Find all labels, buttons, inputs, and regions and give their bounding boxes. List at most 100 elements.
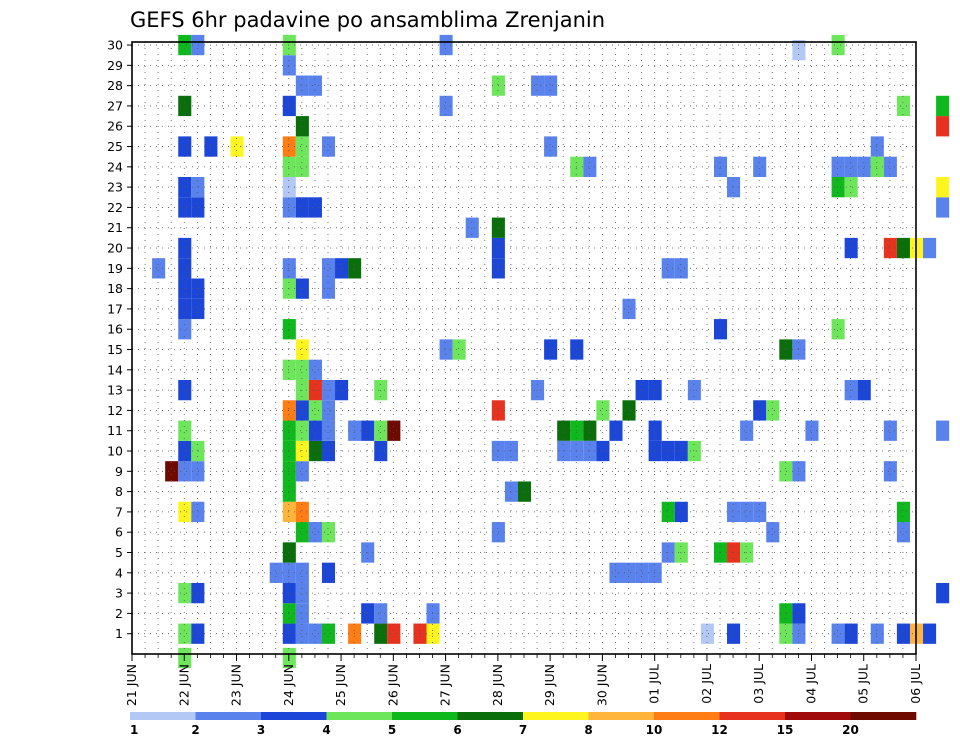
- precip-cell: [583, 440, 597, 462]
- x-tick-label: 02 JUL: [699, 664, 714, 704]
- precip-cell: [295, 359, 309, 380]
- precip-cell: [295, 562, 309, 583]
- precip-cell: [609, 420, 623, 441]
- precip-cell: [178, 420, 192, 441]
- colorbar-swatch: [850, 712, 917, 720]
- precip-cell: [544, 339, 558, 360]
- precip-cell: [844, 237, 858, 259]
- precip-cell: [308, 420, 322, 441]
- precip-cell: [936, 116, 950, 137]
- precip-cell: [295, 339, 309, 360]
- precip-cell: [936, 582, 950, 604]
- colorbar-label: 15: [777, 723, 794, 737]
- y-tick-label: 1: [115, 626, 123, 641]
- y-tick-label: 11: [107, 423, 123, 438]
- colorbar-label: 2: [191, 723, 199, 737]
- colorbar-label: 12: [711, 723, 728, 737]
- precip-cell: [178, 278, 192, 299]
- precip-cell: [295, 136, 309, 157]
- precip-cell: [295, 197, 309, 218]
- precip-cell: [191, 623, 205, 644]
- colorbar-label: 10: [646, 723, 663, 737]
- x-tick-label: 28 JUN: [490, 664, 505, 706]
- colorbar-label: 8: [584, 723, 592, 737]
- precip-cell: [439, 34, 453, 56]
- colorbar-swatch: [654, 712, 720, 720]
- precip-cell: [936, 420, 950, 441]
- y-tick-label: 9: [115, 464, 123, 479]
- precip-cell: [531, 75, 545, 96]
- x-tick-label: 24 JUN: [281, 664, 296, 706]
- precip-cell: [191, 278, 205, 299]
- precip-cell: [321, 258, 336, 279]
- precip-cell: [792, 40, 806, 61]
- precip-cell: [661, 501, 675, 523]
- precip-cell: [295, 603, 309, 624]
- precip-cell: [426, 623, 440, 644]
- precip-cell: [191, 582, 205, 604]
- precip-cell: [452, 339, 466, 360]
- precip-cell: [870, 136, 884, 157]
- y-tick-label: 12: [107, 403, 123, 418]
- precip-cell: [779, 603, 793, 624]
- precip-cell: [282, 359, 296, 380]
- precip-cell: [295, 116, 309, 137]
- precip-cell: [295, 440, 309, 462]
- precip-cell: [191, 298, 205, 320]
- precip-cell: [282, 278, 296, 299]
- precip-cell: [844, 176, 858, 198]
- precip-cell: [870, 156, 884, 177]
- precip-cell: [191, 461, 205, 482]
- precip-cell: [335, 258, 349, 279]
- precip-cell: [700, 623, 714, 644]
- precip-cell: [282, 176, 296, 198]
- precip-cell: [661, 542, 675, 563]
- precip-cell: [295, 278, 309, 299]
- precip-cell: [805, 420, 819, 441]
- y-tick-label: 18: [107, 281, 123, 296]
- y-tick-label: 4: [115, 565, 123, 580]
- colorbar-label: 20: [842, 723, 859, 737]
- precip-cell: [295, 461, 309, 482]
- colorbar-swatch: [392, 712, 458, 720]
- precip-cell: [740, 542, 754, 563]
- precip-cell: [282, 55, 296, 76]
- y-tick-label: 2: [115, 606, 123, 621]
- precip-cell: [439, 339, 453, 360]
- y-tick-label: 10: [107, 444, 123, 459]
- precip-cell: [178, 461, 192, 482]
- precip-cells: [152, 34, 950, 669]
- precip-cell: [831, 319, 845, 340]
- precip-cell: [191, 501, 205, 523]
- colorbar-swatch: [785, 712, 851, 720]
- y-tick-label: 23: [107, 180, 123, 195]
- precip-cell: [648, 379, 662, 401]
- precip-cell: [191, 197, 205, 218]
- precip-cell: [923, 623, 937, 644]
- colorbar-swatch: [719, 712, 786, 720]
- colorbar-label: 6: [453, 723, 461, 737]
- colorbar-label: 5: [388, 723, 396, 737]
- precip-cell: [308, 197, 322, 218]
- precip-cell: [622, 298, 636, 320]
- precip-cell: [178, 319, 192, 340]
- precip-cell: [308, 75, 322, 96]
- colorbar-swatch: [523, 712, 589, 720]
- precip-cell: [648, 440, 662, 462]
- precip-cell: [883, 156, 897, 177]
- precip-cell: [178, 623, 192, 644]
- y-tick-label: 3: [115, 586, 123, 601]
- precip-cell: [335, 379, 349, 401]
- precip-cell: [282, 34, 296, 56]
- precip-cell: [178, 176, 192, 198]
- precip-cell: [674, 542, 688, 563]
- precip-cell: [295, 420, 309, 441]
- precip-cell: [230, 136, 244, 157]
- precip-cell: [282, 562, 296, 583]
- x-tick-label: 30 JUN: [594, 664, 609, 706]
- precip-cell: [831, 176, 845, 198]
- x-tick-label: 22 JUN: [176, 664, 191, 706]
- x-tick-label: 03 JUL: [751, 664, 766, 704]
- precip-cell: [936, 95, 950, 117]
- precip-cell: [883, 420, 897, 441]
